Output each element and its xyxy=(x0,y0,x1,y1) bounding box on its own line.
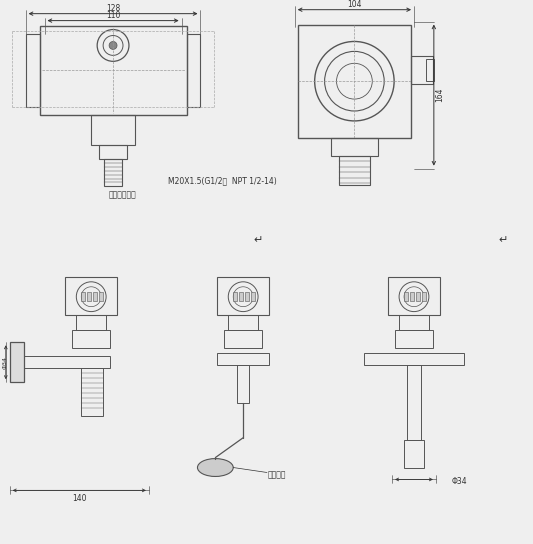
Bar xyxy=(87,292,91,301)
Bar xyxy=(104,159,122,187)
Text: Φ34: Φ34 xyxy=(2,356,7,369)
Bar xyxy=(99,292,103,301)
Text: Φ34: Φ34 xyxy=(452,477,467,486)
Bar xyxy=(72,330,110,348)
Bar xyxy=(76,314,106,330)
Bar xyxy=(228,314,258,330)
Bar xyxy=(81,368,103,416)
Circle shape xyxy=(109,41,117,50)
Bar xyxy=(404,292,408,301)
Bar xyxy=(330,138,378,156)
Bar xyxy=(233,292,237,301)
Bar xyxy=(91,115,135,145)
Bar xyxy=(399,314,429,330)
Bar xyxy=(237,365,249,403)
Bar xyxy=(410,292,414,301)
Text: 或由用户鉴定: 或由用户鉴定 xyxy=(109,190,137,199)
Bar xyxy=(407,365,421,440)
Bar xyxy=(99,145,127,159)
Ellipse shape xyxy=(198,459,233,477)
Text: 导气电缆: 导气电缆 xyxy=(268,470,287,479)
Bar xyxy=(217,277,269,314)
Text: 104: 104 xyxy=(347,0,362,9)
Bar xyxy=(39,26,187,115)
Bar xyxy=(66,277,117,314)
Bar xyxy=(23,356,110,368)
Bar xyxy=(245,292,249,301)
Bar xyxy=(298,24,411,138)
Bar xyxy=(239,292,243,301)
Text: ↵: ↵ xyxy=(499,235,508,245)
Bar xyxy=(217,353,269,365)
Bar xyxy=(93,292,97,301)
Text: ↵: ↵ xyxy=(253,235,263,245)
Text: M20X1.5(G1/2，  NPT 1/2-14): M20X1.5(G1/2， NPT 1/2-14) xyxy=(168,176,277,185)
Text: 128: 128 xyxy=(106,4,120,13)
Bar xyxy=(10,342,23,382)
Bar xyxy=(395,330,433,348)
Bar xyxy=(404,440,424,467)
Text: 110: 110 xyxy=(106,11,120,20)
Bar xyxy=(416,292,420,301)
Bar xyxy=(251,292,255,301)
Bar xyxy=(187,34,200,107)
Bar xyxy=(426,59,434,81)
Bar xyxy=(81,292,85,301)
Text: 164: 164 xyxy=(435,88,445,102)
Bar xyxy=(365,353,464,365)
Bar xyxy=(422,292,426,301)
Bar xyxy=(338,156,370,186)
Text: 140: 140 xyxy=(72,494,86,503)
Bar xyxy=(388,277,440,314)
Bar xyxy=(411,57,433,84)
Bar xyxy=(224,330,262,348)
Bar xyxy=(26,34,39,107)
